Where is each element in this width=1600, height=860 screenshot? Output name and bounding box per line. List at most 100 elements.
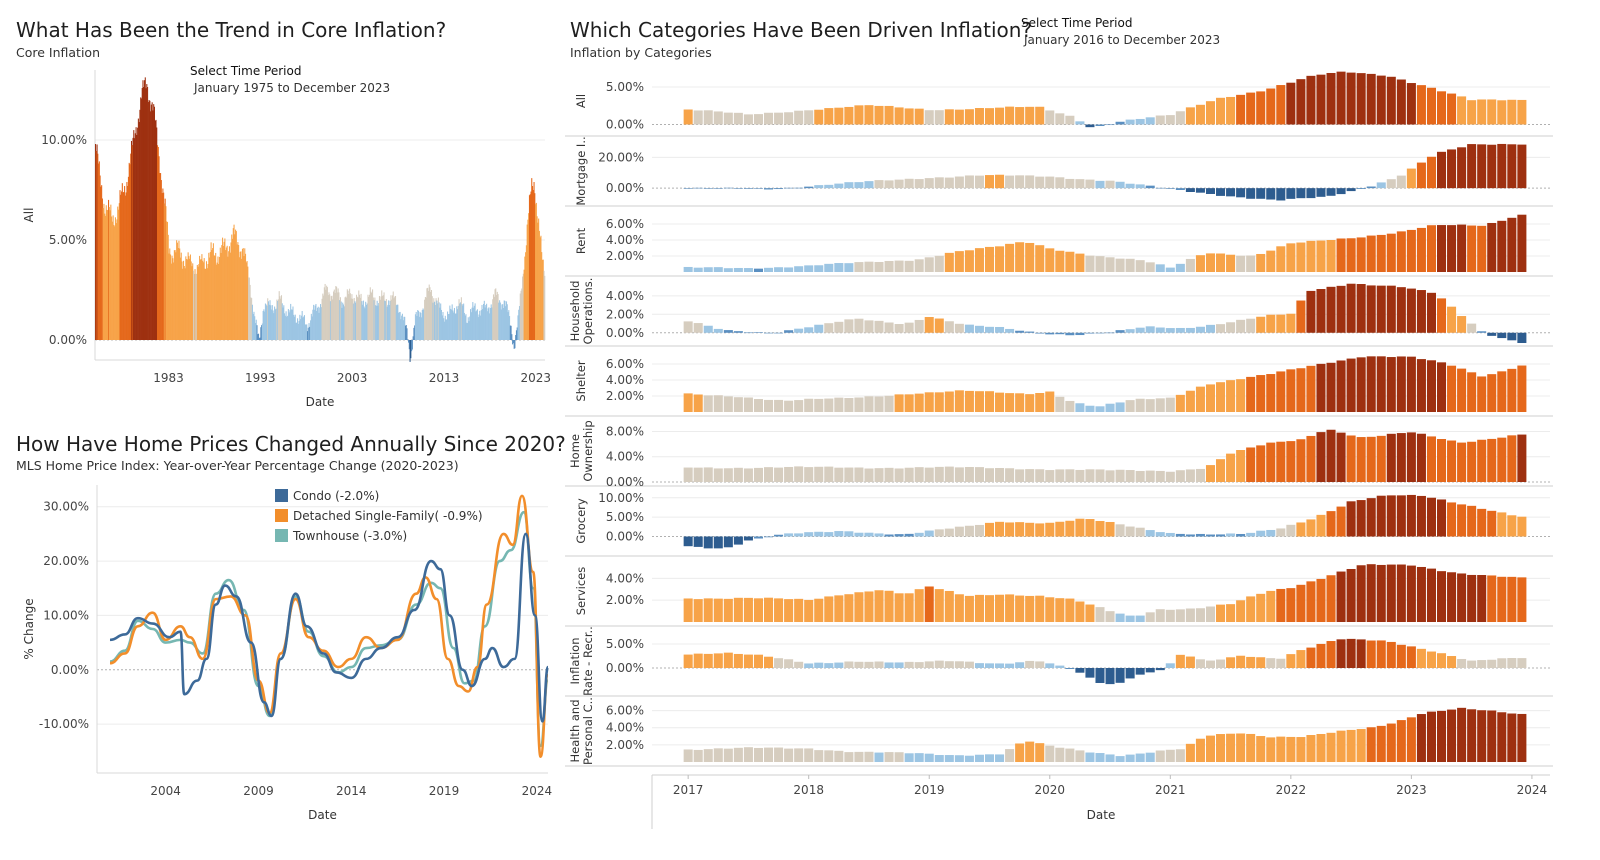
categories-x-tick-label: 2019 [914, 783, 945, 797]
category-bar [1205, 101, 1216, 125]
category-bar [784, 466, 794, 482]
category-bar [834, 321, 844, 333]
core-bar [290, 303, 292, 340]
category-bar [834, 750, 844, 762]
category-bar [1236, 450, 1246, 482]
core-bar [356, 296, 358, 340]
core-time-period-selector[interactable]: January 1975 to December 2023 [194, 81, 391, 95]
core-bar [348, 294, 350, 340]
panel-y-tick-label: 0.00% [606, 326, 644, 340]
category-bar [1005, 243, 1015, 272]
category-bar [1175, 394, 1185, 412]
core-bar [173, 250, 175, 340]
category-bar [1376, 564, 1386, 622]
core-bar [375, 305, 377, 340]
core-bar [523, 269, 525, 340]
core-bar [465, 314, 467, 340]
category-bar [774, 534, 784, 537]
category-bar [1175, 263, 1185, 272]
category-bar [1306, 188, 1316, 199]
core-bar [435, 298, 437, 340]
core-bar [197, 266, 199, 340]
core-bar [187, 252, 189, 340]
core-bar [339, 297, 341, 340]
category-bar [1406, 565, 1416, 622]
category-bar [693, 394, 703, 412]
panel-label: HouseholdOperations. [568, 278, 595, 345]
category-bar [1035, 661, 1045, 668]
core-bar [340, 301, 342, 340]
category-bar [1396, 287, 1406, 333]
core-bar [532, 189, 534, 340]
core-bar [177, 247, 179, 340]
category-bar [884, 662, 894, 668]
home-prices-title: How Have Home Prices Changed Annually Si… [16, 432, 566, 456]
panel-y-tick-label: 0.00% [606, 661, 644, 675]
category-bar [944, 466, 954, 482]
core-bar [116, 219, 118, 340]
core-bar [495, 288, 497, 340]
core-bar [371, 292, 373, 340]
core-bar [365, 305, 367, 340]
category-bar [964, 661, 974, 668]
category-bar [1296, 188, 1306, 199]
core-bar [365, 301, 367, 340]
category-bar [934, 755, 944, 762]
category-bar [864, 320, 874, 333]
category-bar [894, 324, 904, 333]
category-bar [1185, 608, 1195, 622]
core-bar [492, 299, 494, 340]
category-bar [1366, 564, 1376, 622]
core-bar [509, 325, 511, 340]
category-bar [1276, 588, 1286, 622]
core-bar [393, 298, 395, 340]
category-bar [804, 663, 814, 668]
category-bar [884, 395, 894, 412]
category-bar [814, 466, 824, 482]
category-bar [1507, 515, 1517, 537]
categories-time-period-selector[interactable]: January 2016 to December 2023 [1024, 33, 1221, 47]
category-bar [1406, 83, 1416, 125]
category-bar [1145, 612, 1155, 622]
core-bar [98, 161, 100, 340]
category-bar [1517, 577, 1527, 622]
category-bar [834, 531, 844, 537]
category-bar [1175, 609, 1185, 622]
category-bar [1356, 729, 1366, 762]
home-line-series-0 [109, 532, 550, 723]
category-bar [995, 174, 1005, 189]
core-bar [385, 301, 387, 340]
category-bar [1125, 400, 1135, 412]
category-bar [1075, 668, 1085, 673]
categories-x-axis-title: Date [1087, 808, 1116, 822]
category-bar [1105, 180, 1115, 189]
category-bar [1487, 659, 1497, 668]
core-bar [114, 226, 116, 340]
core-bar [105, 205, 107, 340]
category-bar [1216, 324, 1226, 333]
core-bar [299, 314, 301, 340]
category-bar [964, 595, 974, 622]
category-bar [763, 267, 774, 272]
core-bar [217, 256, 219, 340]
category-bar [1507, 576, 1517, 622]
category-bar [733, 653, 743, 668]
category-bar [814, 662, 824, 668]
core-bar [118, 203, 120, 340]
panel-y-tick-label: 2.00% [606, 593, 644, 607]
core-bar [521, 288, 523, 340]
core-bar [333, 289, 335, 340]
category-bar [1115, 330, 1125, 333]
core-bar [272, 310, 274, 340]
core-bar [499, 302, 501, 340]
core-bar [236, 244, 238, 340]
category-bar [794, 598, 804, 622]
category-bar [1025, 175, 1035, 189]
core-bar [98, 163, 100, 340]
core-bar [428, 284, 430, 340]
category-bar [1236, 655, 1246, 668]
core-bar [359, 294, 361, 340]
core-bar [329, 294, 331, 340]
category-bar [834, 263, 844, 272]
category-bar [1467, 144, 1477, 189]
